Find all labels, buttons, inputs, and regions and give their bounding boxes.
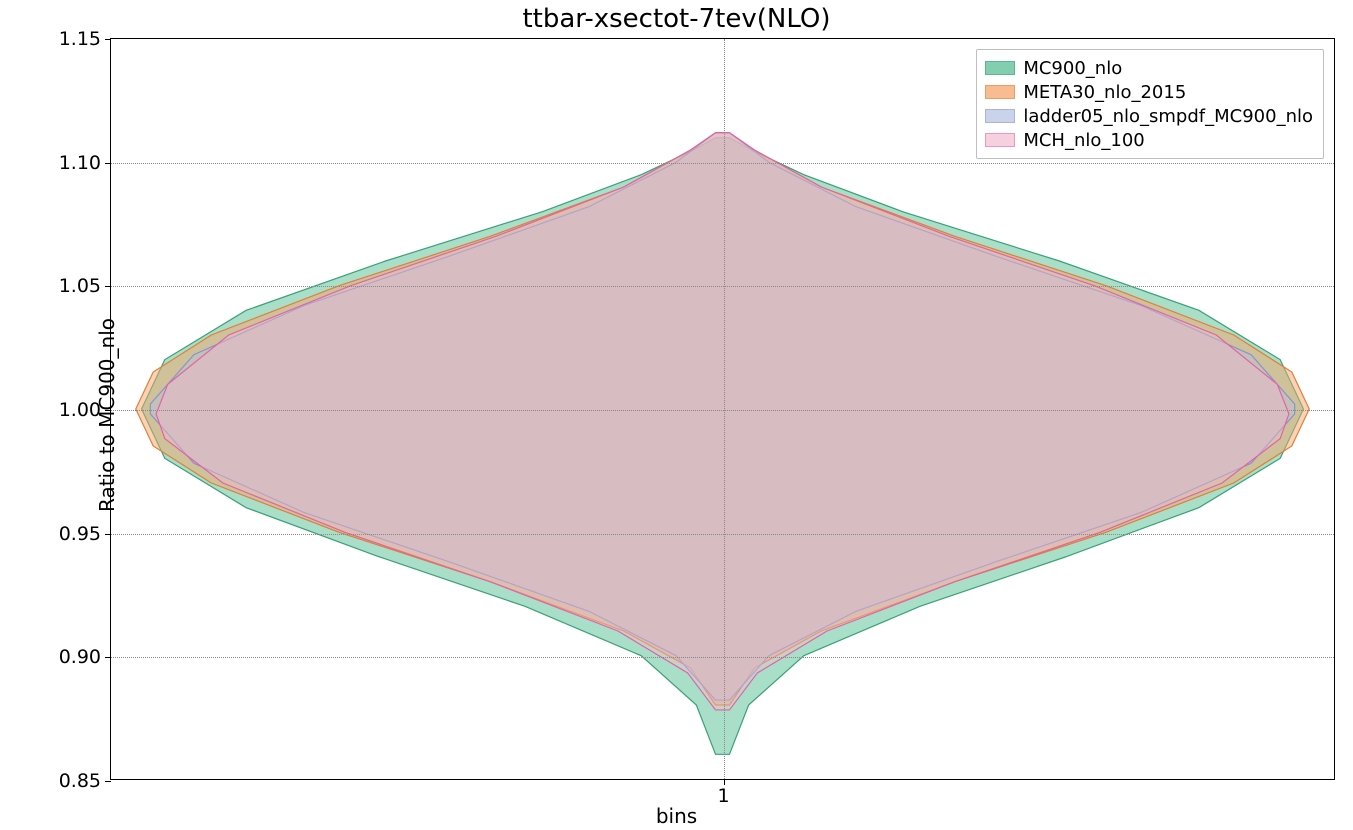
- ytick-mark: [105, 534, 111, 535]
- legend-label: MCH_nlo_100: [1023, 130, 1144, 151]
- gridline-v: [724, 39, 725, 779]
- legend-row: MC900_nlo: [985, 56, 1313, 80]
- ytick-label: 1.00: [59, 399, 111, 421]
- ytick-label: 0.85: [59, 770, 111, 792]
- x-axis-label: bins: [0, 804, 1353, 828]
- ytick-mark: [105, 781, 111, 782]
- legend-row: MCH_nlo_100: [985, 128, 1313, 152]
- ytick-label: 1.15: [59, 28, 111, 50]
- legend-label: META30_nlo_2015: [1023, 82, 1186, 103]
- legend-row: ladder05_nlo_smpdf_MC900_nlo: [985, 104, 1313, 128]
- ytick-mark: [105, 410, 111, 411]
- legend-swatch: [985, 109, 1015, 123]
- gridline-h: [111, 534, 1334, 535]
- legend: MC900_nlo META30_nlo_2015 ladder05_nlo_smp…: [976, 49, 1324, 159]
- ytick-label: 1.10: [59, 152, 111, 174]
- gridline-h: [111, 410, 1334, 411]
- gridline-h: [111, 286, 1334, 287]
- legend-row: META30_nlo_2015: [985, 80, 1313, 104]
- figure: ttbar-xsectot-7tev(NLO) Ratio to MC900_n…: [0, 0, 1353, 830]
- ytick-mark: [105, 657, 111, 658]
- legend-swatch: [985, 133, 1015, 147]
- chart-title: ttbar-xsectot-7tev(NLO): [0, 4, 1353, 34]
- ytick-mark: [105, 163, 111, 164]
- gridline-h: [111, 657, 1334, 658]
- plot-area: MC900_nlo META30_nlo_2015 ladder05_nlo_smp…: [110, 38, 1335, 780]
- ytick-mark: [105, 39, 111, 40]
- xtick-mark: [724, 779, 725, 785]
- gridline-h: [111, 163, 1334, 164]
- violin-MCH_nlo_100: [156, 133, 1289, 710]
- legend-swatch: [985, 85, 1015, 99]
- ytick-label: 1.05: [59, 275, 111, 297]
- legend-label: MC900_nlo: [1023, 58, 1122, 79]
- ytick-label: 0.90: [59, 646, 111, 668]
- ytick-label: 0.95: [59, 523, 111, 545]
- ytick-mark: [105, 286, 111, 287]
- legend-swatch: [985, 61, 1015, 75]
- legend-label: ladder05_nlo_smpdf_MC900_nlo: [1023, 106, 1313, 127]
